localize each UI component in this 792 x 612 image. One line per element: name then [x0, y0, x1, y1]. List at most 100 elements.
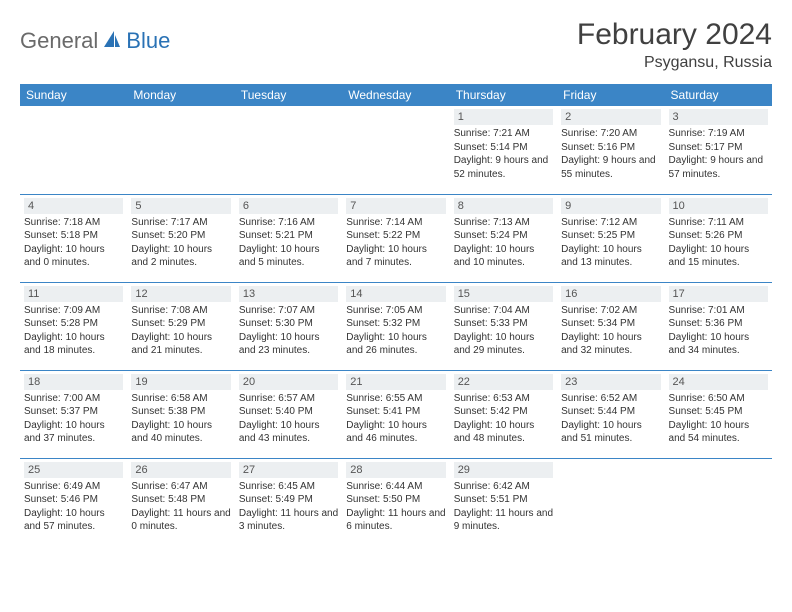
calendar-day: 24 Sunrise: 6:50 AMSunset: 5:45 PMDayligh… — [665, 370, 772, 458]
day-info: Sunrise: 7:08 AMSunset: 5:29 PMDaylight:… — [131, 304, 230, 358]
day-number: 16 — [561, 286, 660, 302]
day-info: Sunrise: 7:01 AMSunset: 5:36 PMDaylight:… — [669, 304, 768, 358]
day-number: 5 — [131, 198, 230, 214]
calendar-day: 17Sunrise: 7:01 AMSunset: 5:36 PMDayligh… — [665, 282, 772, 370]
weekday-header: Wednesday — [342, 84, 449, 106]
calendar-empty — [127, 106, 234, 194]
calendar-day: 13 Sunrise: 7:07 AMSunset: 5:30 PMDayligh… — [235, 282, 342, 370]
calendar-day: 1Sunrise: 7:21 AMSunset: 5:14 PMDaylight… — [450, 106, 557, 194]
day-info: Sunrise: 7:21 AMSunset: 5:14 PMDaylight:… — [454, 127, 553, 181]
calendar-day: 12 Sunrise: 7:08 AMSunset: 5:29 PMDayligh… — [127, 282, 234, 370]
calendar-day: 27 Sunrise: 6:45 AMSunset: 5:49 PMDayligh… — [235, 458, 342, 546]
calendar-empty — [557, 458, 664, 546]
day-number: 21 — [346, 374, 445, 390]
day-number: 11 — [24, 286, 123, 302]
calendar-day: 5 Sunrise: 7:17 AMSunset: 5:20 PMDaylight… — [127, 194, 234, 282]
day-info: Sunrise: 6:57 AMSunset: 5:40 PMDaylight:… — [239, 392, 338, 446]
day-info: Sunrise: 7:00 AMSunset: 5:37 PMDaylight:… — [24, 392, 123, 446]
calendar-row: 25 Sunrise: 6:49 AMSunset: 5:46 PMDayligh… — [20, 458, 772, 546]
day-number: 9 — [561, 198, 660, 214]
day-info: Sunrise: 7:20 AMSunset: 5:16 PMDaylight:… — [561, 127, 660, 181]
calendar-day: 7 Sunrise: 7:14 AMSunset: 5:22 PMDaylight… — [342, 194, 449, 282]
day-number: 13 — [239, 286, 338, 302]
calendar-row: 1Sunrise: 7:21 AMSunset: 5:14 PMDaylight… — [20, 106, 772, 194]
sail-icon — [102, 29, 122, 54]
day-number: 3 — [669, 109, 768, 125]
calendar-day: 6 Sunrise: 7:16 AMSunset: 5:21 PMDaylight… — [235, 194, 342, 282]
day-number: 23 — [561, 374, 660, 390]
day-info: Sunrise: 7:07 AMSunset: 5:30 PMDaylight:… — [239, 304, 338, 358]
day-number: 4 — [24, 198, 123, 214]
day-info: Sunrise: 6:49 AMSunset: 5:46 PMDaylight:… — [24, 480, 123, 534]
weekday-header: Sunday — [20, 84, 127, 106]
calendar-day: 8 Sunrise: 7:13 AMSunset: 5:24 PMDaylight… — [450, 194, 557, 282]
calendar-day: 29Sunrise: 6:42 AMSunset: 5:51 PMDayligh… — [450, 458, 557, 546]
day-info: Sunrise: 7:04 AMSunset: 5:33 PMDaylight:… — [454, 304, 553, 358]
day-number: 2 — [561, 109, 660, 125]
calendar-row: 18 Sunrise: 7:00 AMSunset: 5:37 PMDayligh… — [20, 370, 772, 458]
calendar-day: 26Sunrise: 6:47 AMSunset: 5:48 PMDayligh… — [127, 458, 234, 546]
calendar-day: 22 Sunrise: 6:53 AMSunset: 5:42 PMDayligh… — [450, 370, 557, 458]
calendar-day: 15 Sunrise: 7:04 AMSunset: 5:33 PMDayligh… — [450, 282, 557, 370]
calendar-body: 1Sunrise: 7:21 AMSunset: 5:14 PMDaylight… — [20, 106, 772, 546]
day-info: Sunrise: 6:53 AMSunset: 5:42 PMDaylight:… — [454, 392, 553, 446]
day-info: Sunrise: 7:17 AMSunset: 5:20 PMDaylight:… — [131, 216, 230, 270]
day-info: Sunrise: 6:52 AMSunset: 5:44 PMDaylight:… — [561, 392, 660, 446]
day-info: Sunrise: 7:18 AMSunset: 5:18 PMDaylight:… — [24, 216, 123, 270]
day-number: 24 — [669, 374, 768, 390]
calendar-day: 18 Sunrise: 7:00 AMSunset: 5:37 PMDayligh… — [20, 370, 127, 458]
calendar-row: 4 Sunrise: 7:18 AMSunset: 5:18 PMDaylight… — [20, 194, 772, 282]
weekday-header-row: SundayMondayTuesdayWednesdayThursdayFrid… — [20, 84, 772, 106]
day-number: 28 — [346, 462, 445, 478]
calendar-empty — [665, 458, 772, 546]
calendar-empty — [235, 106, 342, 194]
day-info: Sunrise: 7:16 AMSunset: 5:21 PMDaylight:… — [239, 216, 338, 270]
weekday-header: Monday — [127, 84, 234, 106]
day-number: 29 — [454, 462, 553, 478]
weekday-header: Saturday — [665, 84, 772, 106]
day-info: Sunrise: 6:58 AMSunset: 5:38 PMDaylight:… — [131, 392, 230, 446]
calendar-day: 2 Sunrise: 7:20 AMSunset: 5:16 PMDaylight… — [557, 106, 664, 194]
day-number: 12 — [131, 286, 230, 302]
day-number: 18 — [24, 374, 123, 390]
calendar-day: 10 Sunrise: 7:11 AMSunset: 5:26 PMDayligh… — [665, 194, 772, 282]
calendar-day: 19 Sunrise: 6:58 AMSunset: 5:38 PMDayligh… — [127, 370, 234, 458]
weekday-header: Tuesday — [235, 84, 342, 106]
day-info: Sunrise: 6:45 AMSunset: 5:49 PMDaylight:… — [239, 480, 338, 534]
calendar-day: 9 Sunrise: 7:12 AMSunset: 5:25 PMDaylight… — [557, 194, 664, 282]
location-label: Psygansu, Russia — [577, 54, 772, 72]
day-number: 20 — [239, 374, 338, 390]
day-number: 7 — [346, 198, 445, 214]
day-info: Sunrise: 7:14 AMSunset: 5:22 PMDaylight:… — [346, 216, 445, 270]
calendar-day: 28 Sunrise: 6:44 AMSunset: 5:50 PMDayligh… — [342, 458, 449, 546]
calendar-row: 11 Sunrise: 7:09 AMSunset: 5:28 PMDayligh… — [20, 282, 772, 370]
day-number: 6 — [239, 198, 338, 214]
calendar-day: 21 Sunrise: 6:55 AMSunset: 5:41 PMDayligh… — [342, 370, 449, 458]
day-number: 8 — [454, 198, 553, 214]
logo-text-general: General — [20, 28, 98, 54]
weekday-header: Friday — [557, 84, 664, 106]
day-info: Sunrise: 6:55 AMSunset: 5:41 PMDaylight:… — [346, 392, 445, 446]
day-info: Sunrise: 7:02 AMSunset: 5:34 PMDaylight:… — [561, 304, 660, 358]
calendar-day: 14 Sunrise: 7:05 AMSunset: 5:32 PMDayligh… — [342, 282, 449, 370]
weekday-header: Thursday — [450, 84, 557, 106]
day-info: Sunrise: 7:13 AMSunset: 5:24 PMDaylight:… — [454, 216, 553, 270]
day-info: Sunrise: 7:05 AMSunset: 5:32 PMDaylight:… — [346, 304, 445, 358]
logo-text-blue: Blue — [126, 28, 170, 54]
day-info: Sunrise: 7:11 AMSunset: 5:26 PMDaylight:… — [669, 216, 768, 270]
day-info: Sunrise: 6:44 AMSunset: 5:50 PMDaylight:… — [346, 480, 445, 534]
day-info: Sunrise: 6:47 AMSunset: 5:48 PMDaylight:… — [131, 480, 230, 534]
header: General Blue February 2024 Psygansu, Rus… — [20, 18, 772, 72]
day-number: 10 — [669, 198, 768, 214]
day-info: Sunrise: 6:50 AMSunset: 5:45 PMDaylight:… — [669, 392, 768, 446]
day-number: 14 — [346, 286, 445, 302]
day-number: 15 — [454, 286, 553, 302]
day-info: Sunrise: 7:09 AMSunset: 5:28 PMDaylight:… — [24, 304, 123, 358]
day-number: 25 — [24, 462, 123, 478]
day-number: 19 — [131, 374, 230, 390]
calendar-day: 11 Sunrise: 7:09 AMSunset: 5:28 PMDayligh… — [20, 282, 127, 370]
day-number: 22 — [454, 374, 553, 390]
day-number: 27 — [239, 462, 338, 478]
day-info: Sunrise: 7:12 AMSunset: 5:25 PMDaylight:… — [561, 216, 660, 270]
day-info: Sunrise: 7:19 AMSunset: 5:17 PMDaylight:… — [669, 127, 768, 181]
